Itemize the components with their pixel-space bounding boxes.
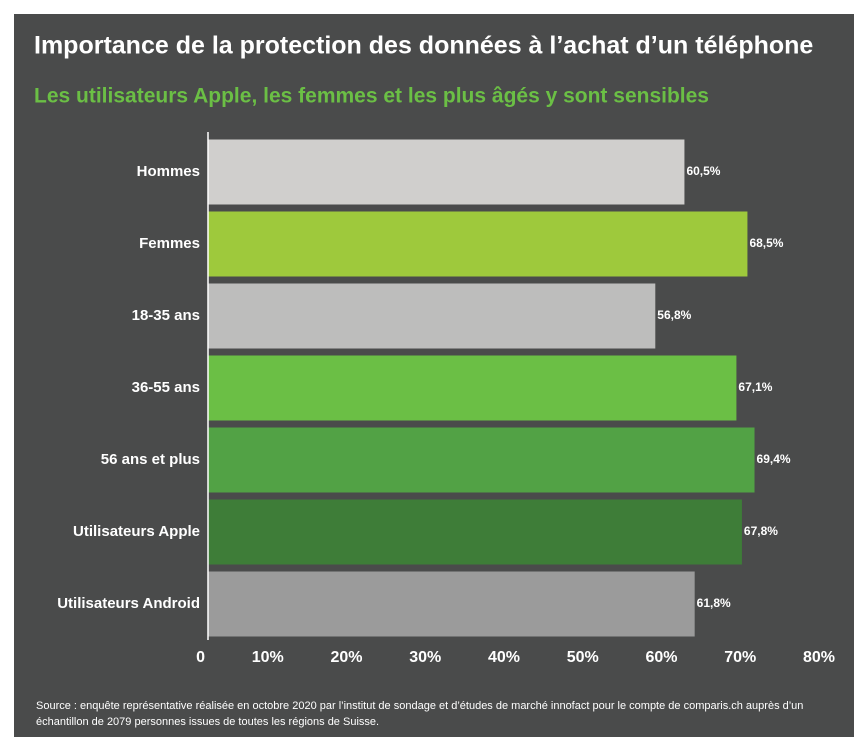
source: Source : enquête représentative réalisée… <box>36 700 804 728</box>
chart-subtitle: Les utilisateurs Apple, les femmes et le… <box>34 85 709 108</box>
x-tick-label: 50% <box>567 649 599 666</box>
bar <box>208 427 755 493</box>
value-label: 56,8% <box>657 308 691 322</box>
x-tick-label: 40% <box>488 649 520 666</box>
bar <box>208 211 748 277</box>
bar <box>208 283 656 349</box>
bar <box>208 355 737 421</box>
bar <box>208 139 685 205</box>
value-label: 60,5% <box>686 164 720 178</box>
value-label: 67,8% <box>744 524 778 538</box>
y-tick-label: 36-55 ans <box>132 379 200 396</box>
x-tick-label: 70% <box>724 649 756 666</box>
bar <box>208 499 742 565</box>
y-tick-label: Utilisateurs Android <box>57 595 200 612</box>
x-tick-label: 80% <box>803 649 835 666</box>
y-tick-label: 56 ans et plus <box>101 451 200 468</box>
chart-title: Importance de la protection des données … <box>34 32 813 60</box>
value-label: 68,5% <box>749 236 783 250</box>
y-tick-label: Utilisateurs Apple <box>73 523 200 540</box>
y-tick-label: Femmes <box>139 235 200 252</box>
value-label: 61,8% <box>697 596 731 610</box>
x-tick-label: 30% <box>409 649 441 666</box>
x-tick-label: 60% <box>645 649 677 666</box>
x-tick-label: 0 <box>196 649 205 666</box>
y-tick-label: Hommes <box>137 163 200 180</box>
value-label: 67,1% <box>738 380 772 394</box>
x-tick-label: 10% <box>252 649 284 666</box>
bar <box>208 571 695 637</box>
value-label: 69,4% <box>757 452 791 466</box>
y-tick-label: 18-35 ans <box>132 307 200 324</box>
x-tick-label: 20% <box>330 649 362 666</box>
